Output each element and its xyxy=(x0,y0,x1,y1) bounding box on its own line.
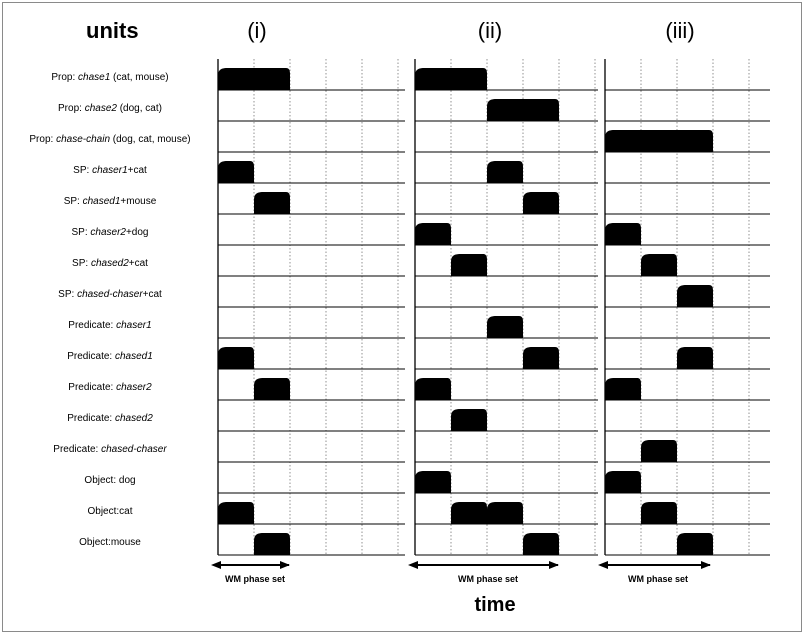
panel-title-3: (iii) xyxy=(665,18,695,43)
activation-pulse xyxy=(254,533,290,555)
row-label-obj-mouse: Object:mouse xyxy=(79,537,141,548)
row-label-prop-chase2: Prop: chase2 (dog, cat) xyxy=(58,103,162,114)
row-label-pred-chased-chaser: Predicate: chased-chaser xyxy=(53,444,167,455)
activation-pulse xyxy=(523,347,559,369)
activation-pulse xyxy=(605,223,641,245)
row-label-sp-chased-chaser-cat: SP: chased-chaser+cat xyxy=(58,289,162,300)
activation-pulse xyxy=(415,378,451,400)
activation-pulse xyxy=(677,533,713,555)
activation-pulse xyxy=(218,502,254,524)
activation-pulse xyxy=(641,440,677,462)
panel-3 xyxy=(604,59,770,556)
units-title: units xyxy=(86,18,139,43)
panel-title-2: (ii) xyxy=(477,18,503,43)
activation-pulse xyxy=(415,68,487,90)
activation-pulse xyxy=(605,130,713,152)
panel-1 xyxy=(217,59,405,556)
activation-pulse xyxy=(677,285,713,307)
activation-pulse xyxy=(415,471,451,493)
activation-pulse xyxy=(218,347,254,369)
activation-pulse xyxy=(487,502,523,524)
activation-pulse xyxy=(677,347,713,369)
span-label-1: WM phase set xyxy=(224,574,285,584)
activation-pulse xyxy=(451,502,487,524)
row-label-obj-cat: Object:cat xyxy=(87,506,133,517)
activation-pulse xyxy=(523,192,559,214)
span-label-3: WM phase set xyxy=(627,574,688,584)
row-label-pred-chased1: Predicate: chased1 xyxy=(67,351,153,362)
activation-pulse xyxy=(487,99,559,121)
activation-pulse xyxy=(523,533,559,555)
row-label-sp-chased1-mouse: SP: chased1+mouse xyxy=(63,196,157,207)
row-label-sp-chased2-cat: SP: chased2+cat xyxy=(72,258,148,269)
activation-pulse xyxy=(254,378,290,400)
row-label-prop-chase-chain: Prop: chase-chain (dog, cat, mouse) xyxy=(29,134,191,145)
row-label-prop-chase1: Prop: chase1 (cat, mouse) xyxy=(51,72,169,83)
row-label-sp-chaser2-dog: SP: chaser2+dog xyxy=(71,227,149,238)
row-label-obj-dog: Object: dog xyxy=(84,475,136,486)
activation-pulse xyxy=(218,161,254,183)
row-label-pred-chased2: Predicate: chased2 xyxy=(67,413,153,424)
row-label-pred-chaser1: Predicate: chaser1 xyxy=(68,320,152,331)
activation-pulse xyxy=(641,254,677,276)
activation-pulse xyxy=(218,68,290,90)
activation-pulse xyxy=(415,223,451,245)
activation-pulse xyxy=(605,471,641,493)
activation-pulse xyxy=(487,161,523,183)
activation-pulse xyxy=(605,378,641,400)
time-axis-label: time xyxy=(474,594,516,616)
row-label-pred-chaser2: Predicate: chaser2 xyxy=(68,382,152,393)
activation-pulse xyxy=(451,254,487,276)
activation-pulse xyxy=(451,409,487,431)
panel-title-1: (i) xyxy=(247,18,267,43)
activation-pulse xyxy=(487,316,523,338)
row-label-sp-chaser1-cat: SP: chaser1+cat xyxy=(73,165,147,176)
panel-2 xyxy=(414,59,598,556)
activation-pulse xyxy=(254,192,290,214)
span-label-2: WM phase set xyxy=(457,574,518,584)
activation-pulse xyxy=(641,502,677,524)
